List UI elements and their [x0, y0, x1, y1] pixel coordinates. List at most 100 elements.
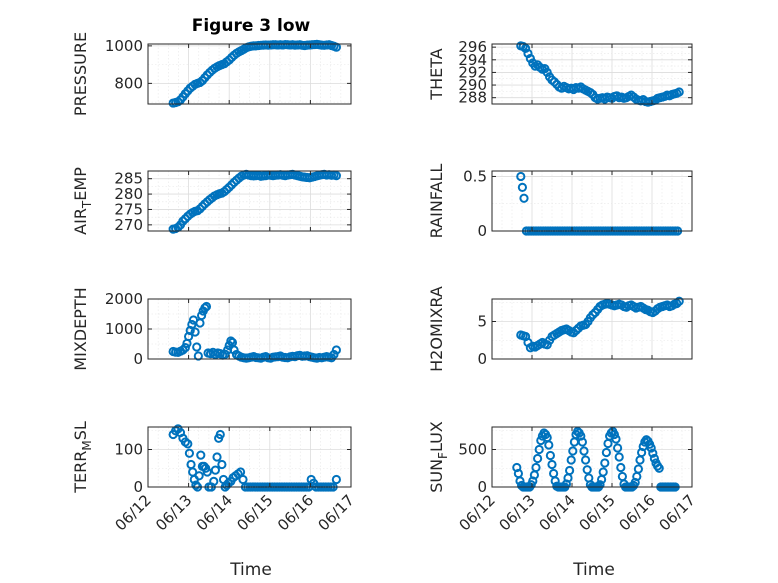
data-point — [613, 443, 623, 453]
data-point — [229, 345, 239, 355]
y-axis-label: SUNFLUX — [427, 421, 450, 493]
axes-frame — [147, 43, 352, 105]
data-point — [544, 440, 554, 450]
data-point — [649, 453, 660, 464]
x-tick-label: 06/13 — [152, 491, 195, 534]
data-point — [547, 459, 557, 470]
data-point — [196, 310, 207, 321]
x-tick-label: 06/17 — [315, 491, 358, 534]
data-point — [616, 462, 626, 473]
y-tick-label: 1000 — [105, 37, 143, 55]
data-point — [212, 452, 222, 462]
y-axis-label-part: SUN — [427, 459, 446, 493]
subplot-rainfall: 0 0.5 RAINFALL — [427, 164, 693, 240]
data-point — [646, 443, 656, 453]
y-tick-label: 0 — [133, 350, 143, 368]
y-axis-label: PRESSURE — [71, 32, 90, 116]
y-axis-label: RAINFALL — [427, 164, 446, 239]
y-tick-label: 5 — [477, 313, 487, 331]
data-point — [600, 458, 610, 468]
data-point — [331, 474, 341, 485]
y-axis-label-part: PRESSURE — [71, 32, 90, 116]
y-axis-label: THETA — [427, 48, 446, 100]
y-axis-label-part: SL — [71, 421, 90, 440]
data-point — [516, 171, 526, 182]
data-point — [202, 467, 212, 477]
x-tick-label: 06/15 — [576, 491, 619, 534]
y-tick-label: 100 — [114, 441, 143, 459]
y-tick-label: 1000 — [105, 320, 143, 338]
y-axis-label-part: RAINFALL — [427, 164, 446, 239]
data-point — [329, 349, 339, 360]
data-point — [533, 453, 543, 464]
y-tick-label: 270 — [114, 216, 143, 234]
data-point — [534, 444, 544, 455]
data-point — [200, 303, 210, 313]
data-point — [192, 342, 202, 352]
data-point — [674, 87, 684, 97]
y-axis-label: H2OMIXRA — [427, 286, 446, 372]
data-point — [598, 467, 608, 477]
data-point — [674, 296, 684, 306]
data-point — [577, 437, 588, 447]
y-axis-label-part: LUX — [427, 421, 446, 452]
data-point — [226, 336, 236, 346]
data-point — [196, 450, 206, 460]
data-point — [595, 480, 605, 490]
axes-frame — [491, 298, 693, 360]
subplot-h2omixra: 0 5 H2OMIXRA — [427, 286, 693, 372]
x-tick-label: 06/12 — [456, 491, 499, 534]
y-axis-label-part: AIR — [71, 208, 90, 235]
x-tick-label: 06/14 — [536, 491, 579, 534]
axes-frame — [147, 426, 352, 488]
data-point — [609, 429, 620, 440]
y-axis-label-part: H2OMIXRA — [427, 286, 446, 372]
axes-frame — [491, 426, 693, 488]
y-tick-label: 800 — [114, 74, 143, 92]
y-tick-label: 0.5 — [463, 167, 487, 185]
x-tick-label: 06/13 — [496, 491, 539, 534]
y-tick-label: 280 — [114, 185, 143, 203]
data-point — [187, 319, 197, 330]
y-tick-label: 2000 — [105, 290, 143, 308]
y-axis-label-part: THETA — [427, 48, 446, 100]
data-point — [190, 327, 200, 337]
data-point — [201, 301, 212, 312]
y-tick-label: 500 — [458, 441, 487, 459]
data-point — [582, 465, 592, 475]
data-point — [517, 182, 528, 192]
y-tick-label: 285 — [114, 170, 143, 188]
y-tick-label: 275 — [114, 200, 143, 218]
data-point — [215, 429, 225, 440]
y-tick-label: 0 — [477, 350, 487, 368]
data-point — [217, 459, 227, 470]
data-series — [168, 39, 341, 108]
data-point — [542, 340, 552, 350]
data-point — [611, 434, 621, 444]
data-point — [568, 446, 578, 456]
y-tick-label: 0 — [477, 478, 487, 496]
axes-frame — [147, 170, 352, 232]
x-tick-label: 06/16 — [274, 491, 317, 534]
y-tick-label: 0 — [133, 478, 143, 496]
data-point — [210, 465, 220, 475]
y-axis-label-part: MIXDEPTH — [71, 287, 90, 370]
data-point — [581, 455, 591, 465]
data-point — [601, 447, 612, 458]
y-axis-label-part: TERR — [71, 451, 90, 494]
axes-frame — [491, 43, 693, 105]
data-point — [519, 193, 529, 203]
subplot-pressure: 800 1000 PRESSURE — [71, 32, 352, 116]
y-axis-label: MIXDEPTH — [71, 287, 90, 370]
data-point — [194, 471, 204, 481]
data-series — [168, 301, 341, 363]
y-tick-label: 0 — [477, 222, 487, 240]
y-axis-label: TERRMSL — [71, 421, 94, 494]
axes-background — [147, 43, 352, 105]
y-tick-label: 296 — [458, 38, 487, 56]
x-axis-label-left: Time — [229, 560, 272, 580]
